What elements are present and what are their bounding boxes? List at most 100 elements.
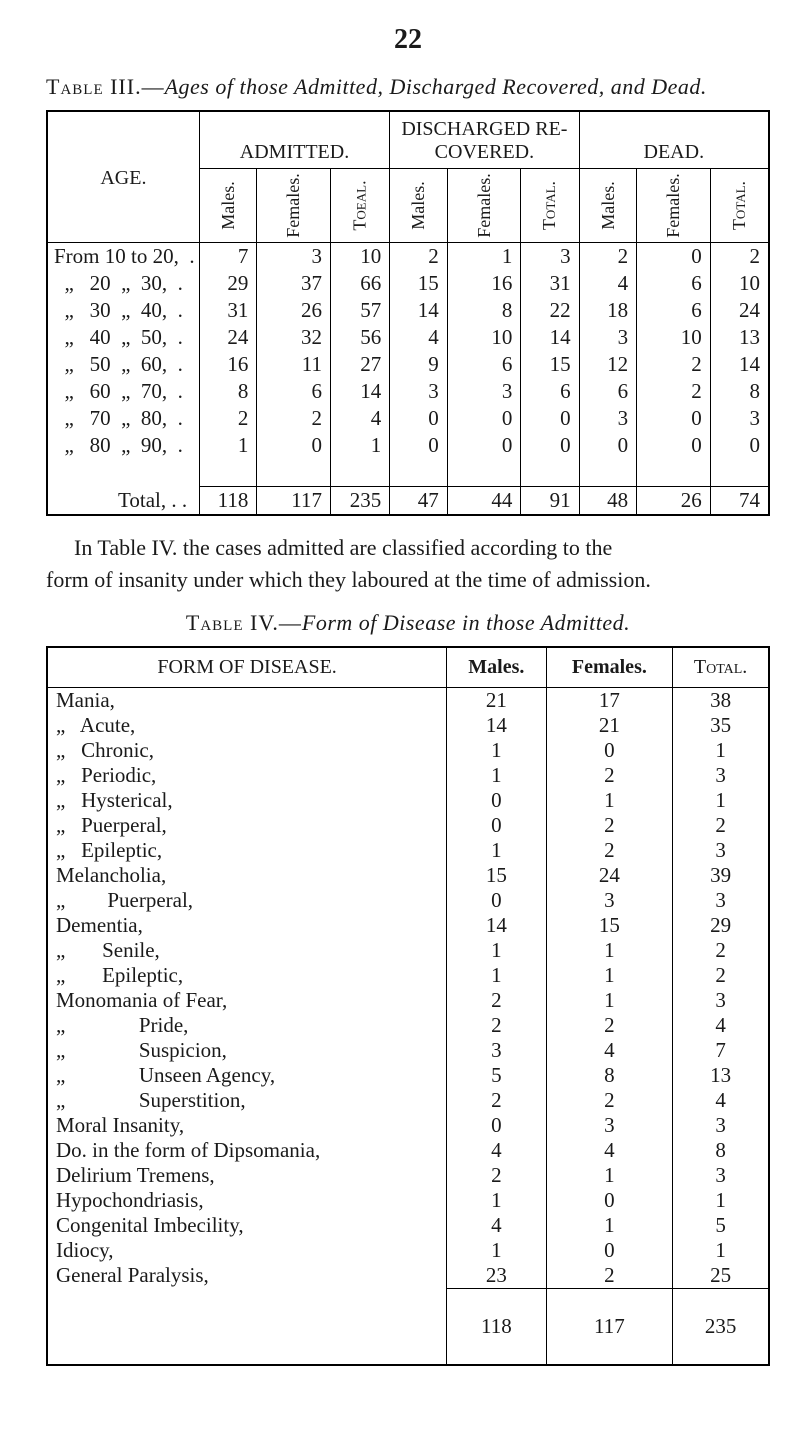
form-cell: „ Hysterical, [47, 788, 447, 813]
num-cell: 7 [199, 243, 257, 271]
num-cell: 56 [330, 324, 389, 351]
table4-head-females: Females. [546, 647, 673, 688]
num-cell: 2 [673, 963, 769, 988]
num-cell: 0 [710, 432, 769, 459]
total-cell: 44 [447, 487, 521, 516]
table-row: Mania,211738 [47, 687, 769, 713]
num-cell: 4 [673, 1088, 769, 1113]
form-cell: Hypochondriasis, [47, 1188, 447, 1213]
spacer-cell [521, 459, 579, 487]
num-cell: 2 [673, 813, 769, 838]
num-cell: 21 [447, 687, 546, 713]
total-cell: 74 [710, 487, 769, 516]
total-cell: 26 [637, 487, 711, 516]
num-cell: 0 [637, 405, 711, 432]
num-cell: 14 [447, 913, 546, 938]
num-cell: 18 [579, 297, 637, 324]
num-cell: 0 [390, 405, 448, 432]
total-row: 118117235 [47, 1314, 769, 1339]
col-head: Total. [521, 169, 579, 243]
form-cell: „ Periodic, [47, 763, 447, 788]
age-cell: „ 50 „ 60, . [47, 351, 199, 378]
num-cell: 4 [546, 1138, 673, 1163]
num-cell: 0 [579, 432, 637, 459]
num-cell: 3 [710, 405, 769, 432]
num-cell: 2 [546, 1088, 673, 1113]
num-cell: 16 [447, 270, 521, 297]
num-cell: 6 [637, 297, 711, 324]
table4-head-form: FORM OF DISEASE. [47, 647, 447, 688]
num-cell: 15 [447, 863, 546, 888]
col-head: Females. [257, 169, 331, 243]
total-row: Total, . .118117235474491482674 [47, 487, 769, 516]
num-cell: 15 [521, 351, 579, 378]
num-cell: 3 [673, 838, 769, 863]
table-row: „ Epileptic,112 [47, 963, 769, 988]
col-head-label: Males. [194, 181, 263, 230]
spacer-row [47, 1288, 769, 1314]
num-cell: 2 [447, 988, 546, 1013]
spacer-cell [447, 459, 521, 487]
num-cell: 6 [579, 378, 637, 405]
table4-head-total: Total. [673, 647, 769, 688]
form-cell: „ Puerperal, [47, 888, 447, 913]
table-row: Dementia,141529 [47, 913, 769, 938]
num-cell: 2 [546, 1013, 673, 1038]
table-row: Monomania of Fear,213 [47, 988, 769, 1013]
spacer-cell [546, 1339, 673, 1365]
num-cell: 15 [390, 270, 448, 297]
form-cell: „ Unseen Agency, [47, 1063, 447, 1088]
spacer-cell [257, 459, 331, 487]
num-cell: 2 [447, 1013, 546, 1038]
num-cell: 1 [546, 988, 673, 1013]
num-cell: 2 [447, 1088, 546, 1113]
num-cell: 3 [257, 243, 331, 271]
table-row: Hypochondriasis,101 [47, 1188, 769, 1213]
spacer-cell [546, 1288, 673, 1314]
age-cell: From 10 to 20, . [47, 243, 199, 271]
num-cell: 14 [390, 297, 448, 324]
num-cell: 7 [673, 1038, 769, 1063]
num-cell: 2 [673, 938, 769, 963]
num-cell: 13 [710, 324, 769, 351]
table-row: „ Acute,142135 [47, 713, 769, 738]
num-cell: 6 [521, 378, 579, 405]
spacer-cell [390, 459, 448, 487]
num-cell: 1 [447, 963, 546, 988]
num-cell: 57 [330, 297, 389, 324]
table-row: „ Puerperal,033 [47, 888, 769, 913]
spacer-cell [637, 459, 711, 487]
num-cell: 2 [546, 838, 673, 863]
num-cell: 8 [199, 378, 257, 405]
num-cell: 26 [257, 297, 331, 324]
table-row: „ Suspicion,347 [47, 1038, 769, 1063]
table3-group-row: AGE. ADMITTED. DISCHARGED RE- COVERED. D… [47, 111, 769, 169]
col-head: Males. [199, 169, 257, 243]
table4-head-row: FORM OF DISEASE. Males. Females. Total. [47, 647, 769, 688]
num-cell: 14 [447, 713, 546, 738]
num-cell: 2 [546, 763, 673, 788]
table3-head: AGE. ADMITTED. DISCHARGED RE- COVERED. D… [47, 111, 769, 243]
num-cell: 14 [330, 378, 389, 405]
num-cell: 6 [257, 378, 331, 405]
form-cell: „ Epileptic, [47, 838, 447, 863]
total-label: Total, . . [47, 487, 199, 516]
table-row: „ Puerperal,022 [47, 813, 769, 838]
num-cell: 1 [199, 432, 257, 459]
form-cell: Idiocy, [47, 1238, 447, 1263]
num-cell: 4 [673, 1013, 769, 1038]
num-cell: 27 [330, 351, 389, 378]
intertext-line-1: In Table IV. the cases admitted are clas… [74, 535, 612, 560]
spacer-row [47, 1339, 769, 1365]
num-cell: 1 [546, 963, 673, 988]
col-head: Males. [390, 169, 448, 243]
num-cell: 8 [710, 378, 769, 405]
num-cell: 2 [710, 243, 769, 271]
age-cell: „ 30 „ 40, . [47, 297, 199, 324]
num-cell: 11 [257, 351, 331, 378]
num-cell: 3 [521, 243, 579, 271]
total-cell: 91 [521, 487, 579, 516]
num-cell: 10 [330, 243, 389, 271]
col-head-label: Total. [705, 181, 774, 230]
num-cell: 24 [199, 324, 257, 351]
